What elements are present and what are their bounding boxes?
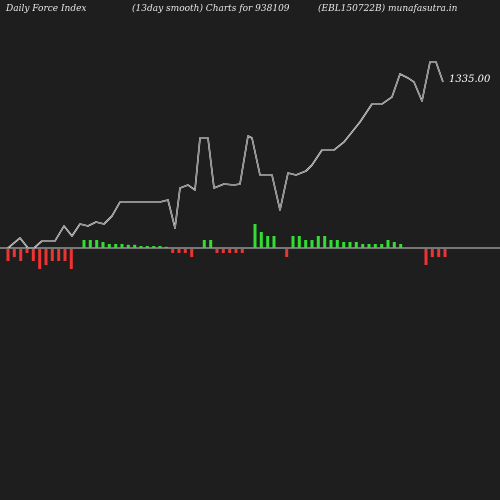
- force-bar: [348, 242, 352, 248]
- force-bar: [152, 246, 156, 248]
- force-bar: [164, 246, 168, 248]
- force-bar: [171, 249, 175, 253]
- force-bar: [430, 249, 434, 257]
- header-left: Daily Force Index: [5, 4, 87, 14]
- force-bar: [272, 236, 276, 248]
- price-line-core: [7, 61, 444, 249]
- force-bar: [145, 246, 149, 248]
- force-bar: [443, 249, 447, 257]
- force-bar: [380, 244, 384, 248]
- force-bar: [6, 249, 10, 261]
- last-value-label: 1335.00: [449, 74, 491, 85]
- force-bar: [114, 244, 118, 248]
- force-bar: [183, 249, 187, 253]
- force-bar: [259, 232, 263, 248]
- force-bar: [323, 236, 327, 248]
- force-bar: [221, 249, 225, 253]
- force-bar: [297, 236, 301, 248]
- force-bar: [88, 240, 92, 248]
- force-bar: [31, 249, 35, 261]
- force-bar: [44, 249, 48, 265]
- force-bar: [158, 246, 162, 248]
- force-bar: [342, 242, 346, 248]
- header-center: (13day smooth) Charts for 938109: [132, 3, 290, 14]
- force-bar: [120, 244, 124, 248]
- force-bar: [101, 242, 105, 248]
- force-bar: [202, 240, 206, 248]
- force-bar: [133, 244, 137, 248]
- force-bar: [335, 240, 339, 248]
- force-bar: [215, 249, 219, 253]
- force-bar: [25, 249, 29, 253]
- force-bar: [367, 244, 371, 248]
- force-bar: [57, 249, 61, 261]
- header-right: (EBL150722B) munafasutra.in: [318, 3, 458, 14]
- force-bar: [95, 240, 99, 248]
- force-bar: [392, 242, 396, 248]
- force-bar: [12, 249, 16, 257]
- force-bar: [310, 240, 314, 248]
- force-bar: [361, 244, 365, 248]
- force-bar: [399, 244, 403, 248]
- force-bar: [386, 240, 390, 248]
- force-bar: [50, 249, 54, 261]
- force-bar: [437, 249, 441, 257]
- force-bar: [240, 249, 244, 253]
- force-bar: [38, 249, 42, 269]
- force-bar: [63, 249, 67, 261]
- force-bar: [107, 244, 111, 248]
- price-line: [7, 61, 444, 249]
- force-bar: [424, 249, 428, 265]
- force-bar: [139, 246, 143, 248]
- force-bar: [234, 249, 238, 253]
- force-bar: [69, 249, 73, 269]
- force-bar: [304, 240, 308, 248]
- force-bar: [285, 249, 289, 257]
- force-bar: [209, 240, 213, 248]
- force-bar: [19, 249, 23, 261]
- force-bar: [228, 249, 232, 253]
- force-bar: [354, 242, 358, 248]
- force-bar: [126, 244, 130, 248]
- force-bar: [177, 249, 181, 253]
- force-bar: [253, 224, 257, 248]
- force-bar: [329, 240, 333, 248]
- force-bar: [373, 244, 377, 248]
- force-bar: [82, 240, 86, 248]
- force-bar: [291, 236, 295, 248]
- force-bar: [316, 236, 320, 248]
- force-bar: [266, 236, 270, 248]
- force-bar: [190, 249, 194, 257]
